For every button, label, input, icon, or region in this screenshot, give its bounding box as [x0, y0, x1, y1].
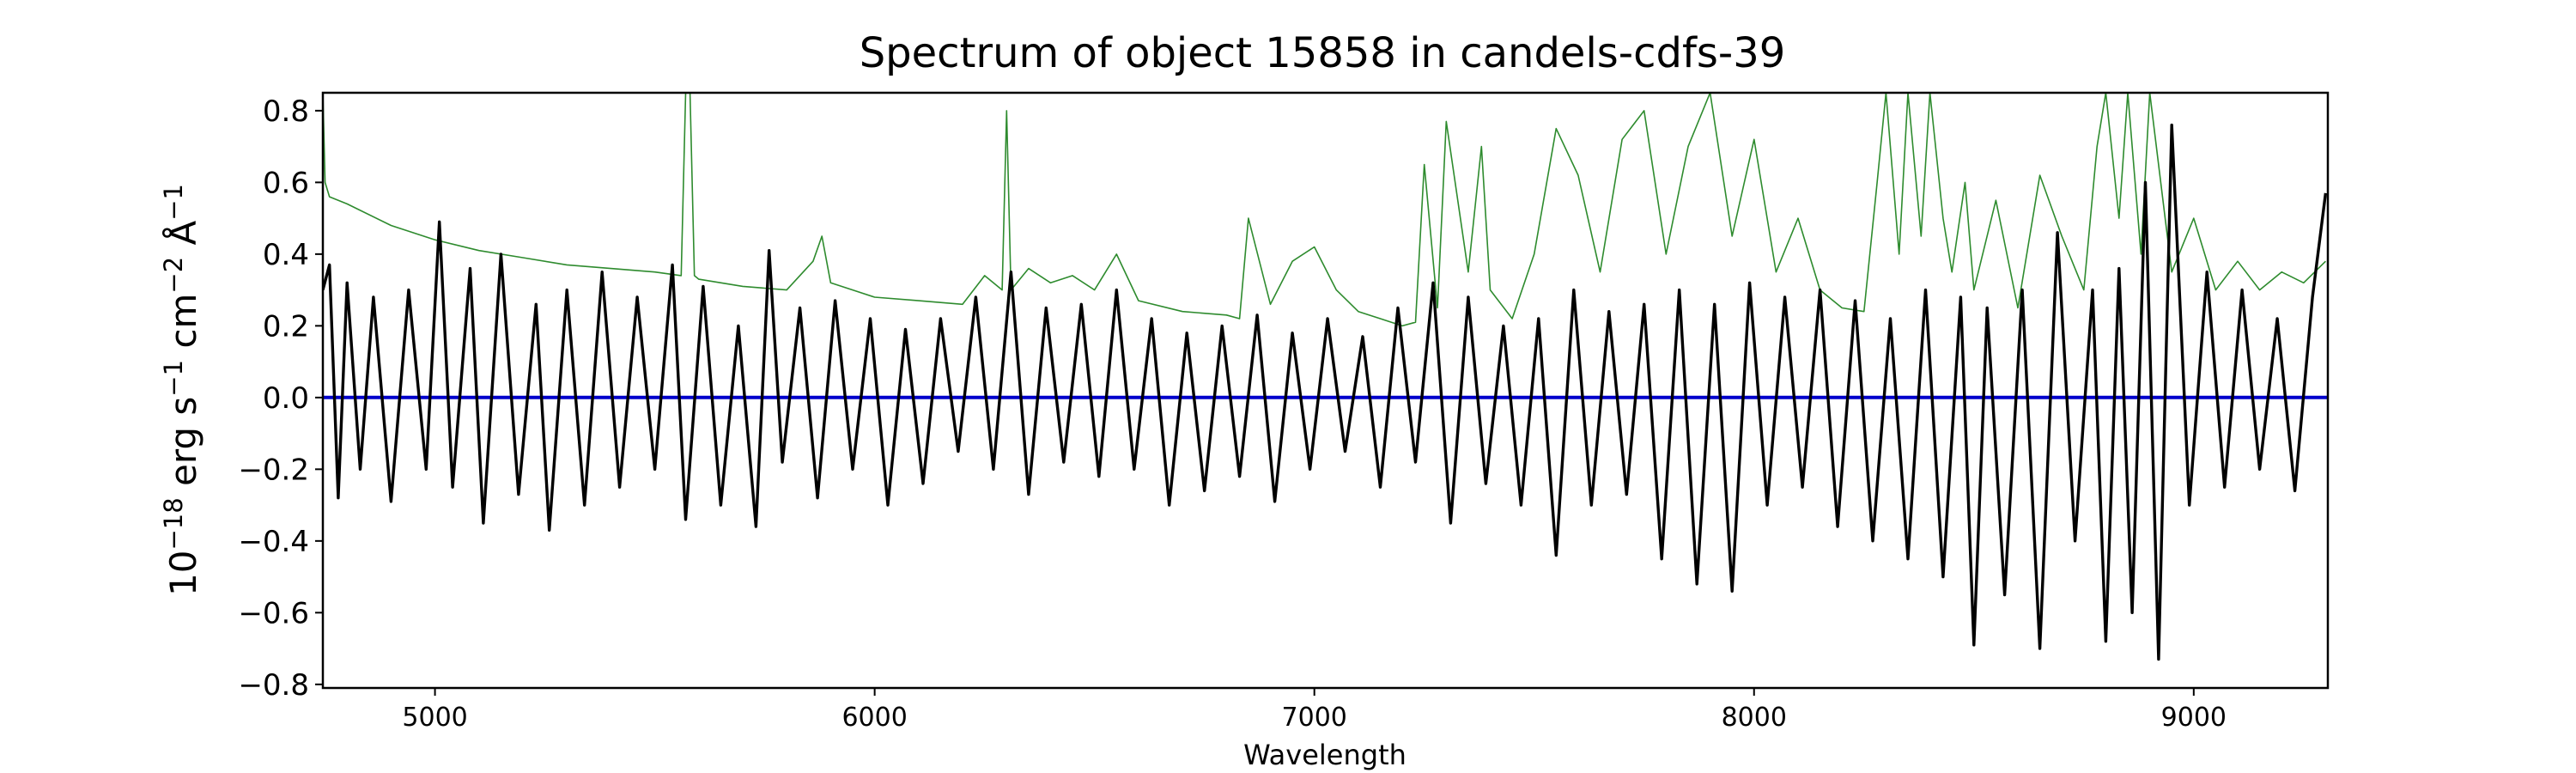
y-tick-label: 0.4	[263, 238, 309, 272]
y-axis-label-unit2: cm	[162, 294, 204, 360]
y-tick-label: −0.6	[238, 596, 309, 630]
y-axis-label-unit1: erg s	[162, 397, 204, 498]
x-tick-label: 9000	[2161, 703, 2227, 733]
x-tick-label: 7000	[1282, 703, 1347, 733]
y-axis-label-exp1: −1	[159, 360, 188, 397]
x-tick-label: 6000	[841, 703, 907, 733]
y-axis-label-base: 10	[162, 551, 204, 596]
y-tick-label: −0.2	[238, 453, 309, 487]
x-axis-label: Wavelength	[1243, 739, 1406, 771]
y-tick-label: −0.4	[238, 525, 309, 559]
y-tick-label: 0.0	[263, 381, 309, 416]
x-tick-label: 8000	[1722, 703, 1787, 733]
series-line-flux	[323, 123, 2328, 661]
y-axis: −0.8 −0.6 −0.4 −0.2 0.0 0.2 0.4 0.6 0.8	[238, 94, 323, 703]
y-axis-label-exp: −18	[159, 497, 188, 550]
series-line-error	[323, 93, 2326, 327]
y-tick-label: 0.6	[263, 166, 309, 200]
y-axis-label-exp2: −2	[159, 257, 188, 294]
y-axis-label: 10−18 erg s−1 cm−2 Å−1	[159, 184, 204, 596]
x-axis: 5000 6000 7000 8000 9000	[402, 688, 2227, 733]
y-tick-label: 0.8	[263, 94, 309, 129]
y-axis-label-exp3: −1	[159, 184, 188, 221]
chart-title: Spectrum of object 15858 in candels-cdfs…	[860, 29, 1786, 77]
x-tick-label: 5000	[402, 703, 467, 733]
y-tick-label: 0.2	[263, 309, 309, 344]
y-tick-label: −0.8	[238, 668, 309, 703]
series-layer	[323, 93, 2328, 661]
y-axis-label-unit3: Å	[161, 221, 204, 257]
plot-frame	[321, 91, 2330, 690]
